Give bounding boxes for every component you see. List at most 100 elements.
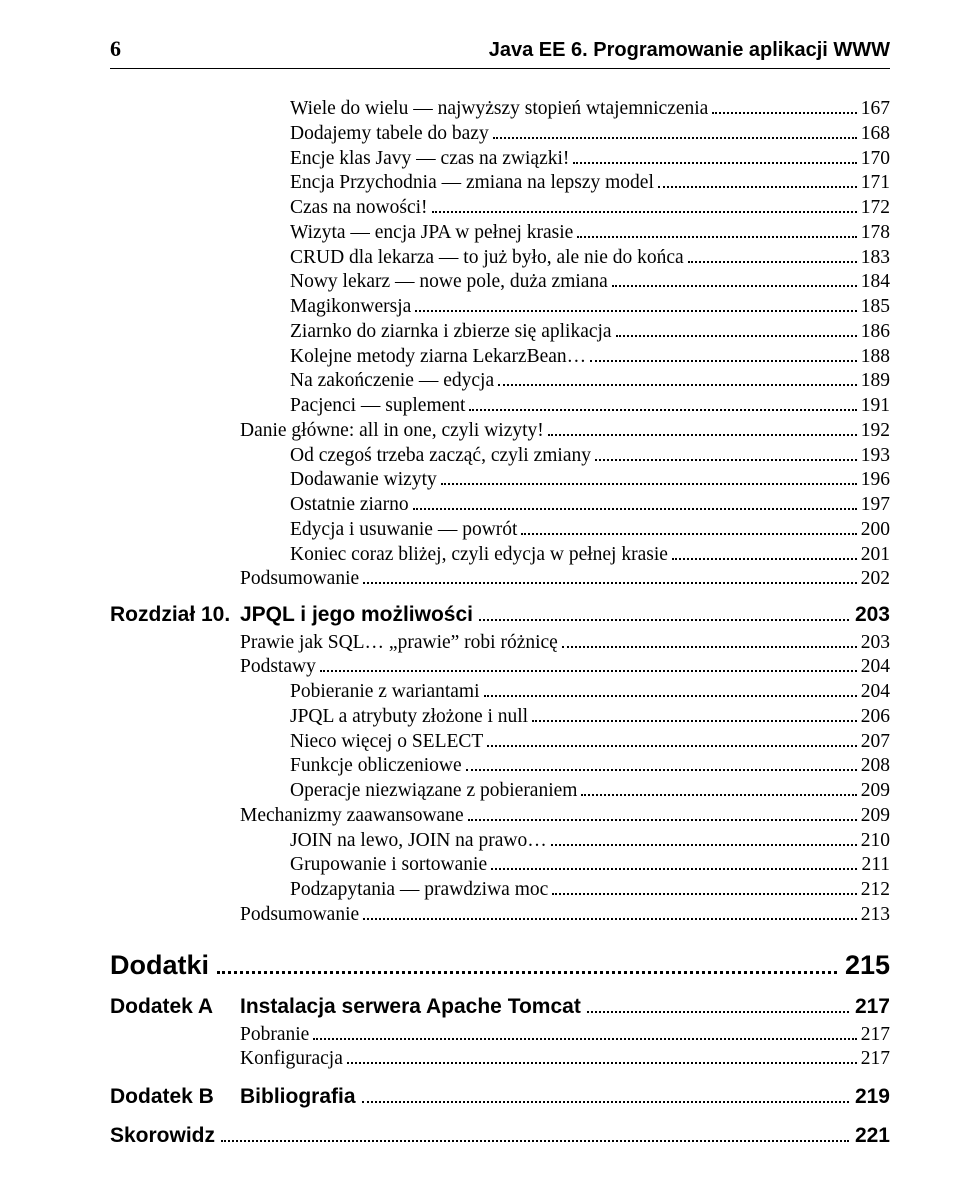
- index-heading: Skorowidz 221: [110, 1123, 890, 1150]
- toc-entry-page: 202: [861, 567, 890, 592]
- page-number: 6: [110, 36, 121, 62]
- toc-entry: JOIN na lewo, JOIN na prawo… 210: [290, 829, 890, 854]
- chapter-prefix: Rozdział 10.: [110, 602, 240, 629]
- toc-entry: Ostatnie ziarno197: [290, 493, 890, 518]
- toc-entry-label: Czas na nowości!: [290, 196, 428, 221]
- toc-entry: Na zakończenie — edycja189: [290, 369, 890, 394]
- table-of-contents: Wiele do wielu — najwyższy stopień wtaje…: [110, 97, 890, 1149]
- toc-entry-label: JPQL a atrybuty złożone i null: [290, 705, 528, 730]
- toc-entry-page: 207: [861, 730, 890, 755]
- book-title: Java EE 6. Programowanie aplikacji WWW: [489, 39, 890, 62]
- toc-entry-page: 167: [861, 97, 890, 122]
- toc-entry-label: Mechanizmy zaawansowane: [240, 804, 464, 829]
- page: 6 Java EE 6. Programowanie aplikacji WWW…: [0, 0, 960, 1180]
- toc-entry-label: Dodajemy tabele do bazy: [290, 122, 489, 147]
- leader-dots: [441, 473, 857, 486]
- toc-entry-page: 170: [861, 147, 890, 172]
- appendix-page: 217: [855, 994, 890, 1021]
- toc-entry-label: Encja Przychodnia — zmiana na lepszy mod…: [290, 171, 654, 196]
- appendix-title: Instalacja serwera Apache Tomcat: [240, 994, 581, 1021]
- leader-dots: [347, 1052, 857, 1065]
- toc-entry-page: 211: [861, 853, 890, 878]
- leader-dots: [479, 606, 849, 621]
- leader-dots: [491, 858, 857, 871]
- toc-entry-page: 209: [861, 779, 890, 804]
- toc-entry-page: 209: [861, 804, 890, 829]
- toc-entry-page: 217: [861, 1047, 890, 1072]
- running-header: 6 Java EE 6. Programowanie aplikacji WWW: [110, 36, 890, 62]
- toc-entry: Podsumowanie213: [240, 903, 890, 928]
- toc-entry: Dodajemy tabele do bazy168: [290, 122, 890, 147]
- toc-entry-label: Grupowanie i sortowanie: [290, 853, 487, 878]
- toc-entry-page: 208: [861, 754, 890, 779]
- leader-dots: [362, 1089, 849, 1104]
- toc-entry-page: 210: [861, 829, 890, 854]
- part-title: Dodatki: [110, 948, 209, 982]
- leader-dots: [551, 833, 857, 846]
- toc-entry-page: 191: [861, 394, 890, 419]
- toc-entry-label: Nieco więcej o SELECT: [290, 730, 483, 755]
- toc-entry: JPQL a atrybuty złożone i null 206: [290, 705, 890, 730]
- leader-dots: [320, 660, 857, 673]
- toc-entry: Edycja i usuwanie — powrót 200: [290, 518, 890, 543]
- toc-entry-label: Dodawanie wizyty: [290, 468, 437, 493]
- chapter-page: 203: [855, 602, 890, 629]
- toc-entry: Encje klas Javy — czas na związki!170: [290, 147, 890, 172]
- leader-dots: [521, 522, 856, 535]
- leader-dots: [432, 200, 857, 213]
- appendix-b-heading: Dodatek B Bibliografia 219: [110, 1084, 890, 1111]
- leader-dots: [712, 101, 856, 114]
- toc-entry: Nieco więcej o SELECT 207: [290, 730, 890, 755]
- leader-dots: [484, 684, 857, 697]
- toc-entry: Pobranie217: [240, 1023, 890, 1048]
- toc-entry-page: 196: [861, 468, 890, 493]
- leader-dots: [498, 374, 857, 387]
- toc-entry-page: 200: [861, 518, 890, 543]
- leader-dots: [468, 808, 857, 821]
- leader-dots: [581, 783, 856, 796]
- toc-entry-label: JOIN na lewo, JOIN na prawo…: [290, 829, 547, 854]
- toc-entry: Kolejne metody ziarna LekarzBean…188: [290, 345, 890, 370]
- leader-dots: [688, 250, 857, 263]
- header-rule: [110, 68, 890, 69]
- toc-entry-page: 206: [861, 705, 890, 730]
- appendix-title: Bibliografia: [240, 1084, 356, 1111]
- leader-dots: [577, 225, 856, 238]
- toc-entry-page: 197: [861, 493, 890, 518]
- toc-entry-label: Konfiguracja: [240, 1047, 343, 1072]
- toc-entry-label: Magikonwersja: [290, 295, 411, 320]
- appendix-prefix: Dodatek B: [110, 1084, 240, 1111]
- toc-entry-page: 189: [861, 369, 890, 394]
- toc-entry-page: 203: [861, 631, 890, 656]
- toc-entry-label: Wiele do wielu — najwyższy stopień wtaje…: [290, 97, 708, 122]
- toc-entry-label: Edycja i usuwanie — powrót: [290, 518, 517, 543]
- toc-entry-page: 171: [861, 171, 890, 196]
- toc-entry-label: Podzapytania — prawdziwa moc: [290, 878, 548, 903]
- leader-dots: [487, 734, 856, 747]
- toc-entry-page: 201: [861, 543, 890, 568]
- leader-dots: [573, 151, 856, 164]
- leader-dots: [595, 448, 857, 461]
- leader-dots: [217, 954, 837, 973]
- leader-dots: [658, 176, 857, 189]
- toc-entry: Magikonwersja 185: [290, 295, 890, 320]
- toc-entry: Czas na nowości!172: [290, 196, 890, 221]
- leader-dots: [532, 709, 857, 722]
- toc-entry: Podsumowanie202: [240, 567, 890, 592]
- toc-entry-label: Danie główne: all in one, czyli wizyty!: [240, 419, 544, 444]
- toc-entry-page: 188: [861, 345, 890, 370]
- leader-dots: [616, 324, 857, 337]
- toc-entry-label: Operacje niezwiązane z pobieraniem: [290, 779, 577, 804]
- toc-entry-page: 186: [861, 320, 890, 345]
- toc-entry-page: 185: [861, 295, 890, 320]
- toc-entry: Pacjenci — suplement191: [290, 394, 890, 419]
- toc-entry-label: Od czegoś trzeba zacząć, czyli zmiany: [290, 444, 591, 469]
- toc-entry-label: Koniec coraz bliżej, czyli edycja w pełn…: [290, 543, 668, 568]
- index-title: Skorowidz: [110, 1123, 215, 1150]
- toc-entry-label: Podsumowanie: [240, 903, 359, 928]
- toc-entry-page: 212: [861, 878, 890, 903]
- chapter-title: JPQL i jego możliwości: [240, 602, 473, 629]
- toc-entry: Wiele do wielu — najwyższy stopień wtaje…: [290, 97, 890, 122]
- toc-entry-label: Pobieranie z wariantami: [290, 680, 480, 705]
- toc-entry-page: 204: [861, 655, 890, 680]
